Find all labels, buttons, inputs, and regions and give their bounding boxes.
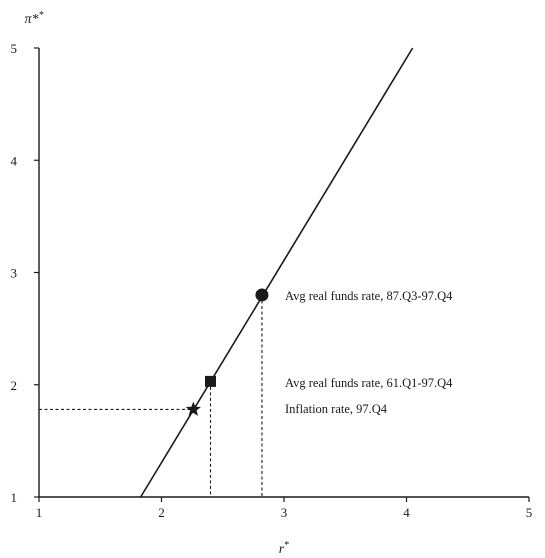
y-tick-label: 1 — [11, 490, 18, 505]
x-tick-label: 4 — [403, 505, 410, 520]
star-annotation: Inflation rate, 97.Q4 — [285, 402, 388, 416]
x-tick-label: 3 — [281, 505, 288, 520]
square-annotation: Avg real funds rate, 61.Q1-97.Q4 — [285, 376, 453, 390]
y-tick-label: 5 — [11, 41, 18, 56]
square-marker — [205, 375, 216, 387]
circle-annotation: Avg real funds rate, 87.Q3-97.Q4 — [285, 289, 453, 303]
y-axis-title: π** — [24, 10, 43, 27]
x-tick-label: 5 — [526, 505, 533, 520]
x-tick-label: 1 — [36, 505, 43, 520]
x-axis-title: r* — [279, 540, 289, 557]
y-tick-label: 2 — [11, 378, 18, 393]
x-tick-label: 2 — [158, 505, 165, 520]
y-tick-label: 3 — [11, 266, 18, 281]
star-marker — [185, 401, 201, 416]
y-tick-label: 4 — [11, 153, 18, 168]
circle-marker — [255, 288, 269, 302]
policy-line — [139, 47, 414, 498]
